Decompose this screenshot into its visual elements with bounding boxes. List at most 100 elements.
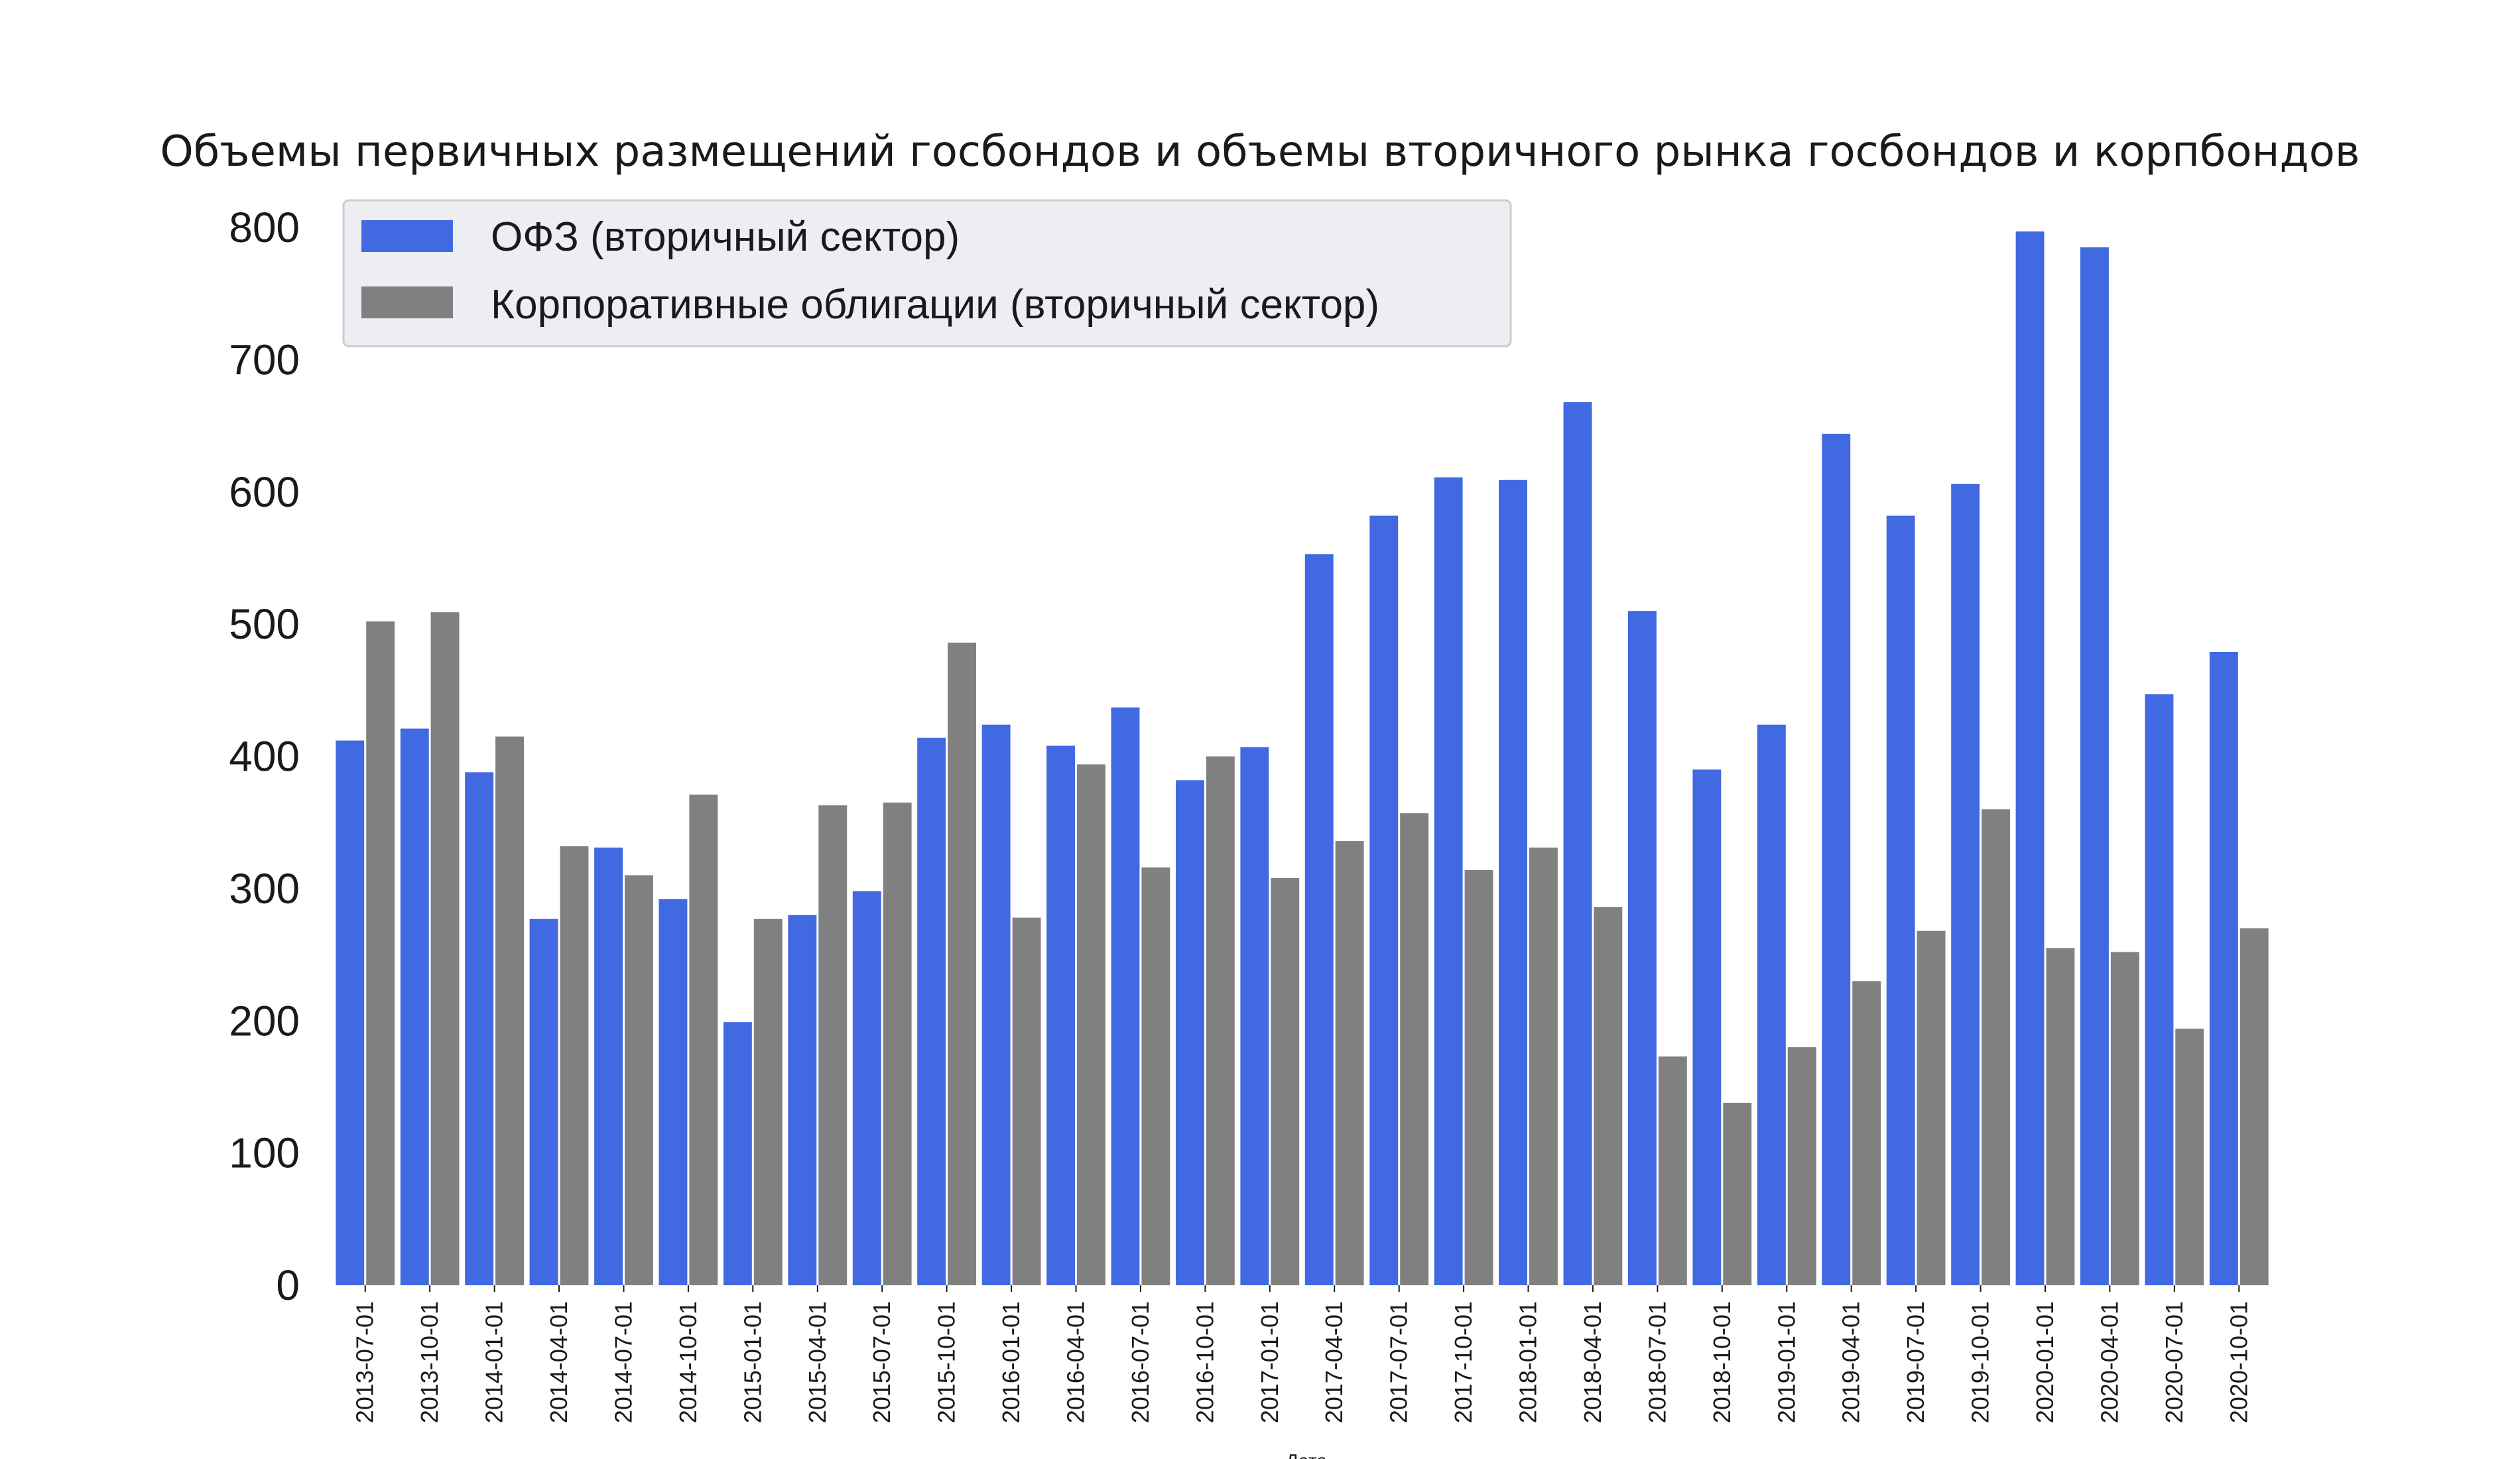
bar-ofz-2016-04-01: [1046, 745, 1075, 1285]
bar-ofz-2020-10-01: [2209, 652, 2238, 1285]
x-tick-label-2020-10-01: 2020-10-01: [2225, 1301, 2252, 1423]
bar-ofz-2017-07-01: [1369, 515, 1399, 1285]
y-tick-label-100: 100: [229, 1129, 300, 1177]
bar-corporate-2013-07-01: [366, 621, 395, 1285]
legend-box: [342, 199, 1512, 348]
bar-corporate-2019-01-01: [1787, 1047, 1816, 1285]
bar-corporate-2014-01-01: [495, 736, 524, 1285]
bar-ofz-2020-01-01: [2015, 231, 2045, 1285]
x-tick-label-2013-10-01: 2013-10-01: [416, 1301, 443, 1423]
bar-corporate-2017-01-01: [1271, 877, 1300, 1285]
chart-title: Объемы первичных размещений госбондов и …: [160, 127, 2360, 176]
bar-ofz-2015-07-01: [852, 891, 881, 1285]
x-tick-label-2014-07-01: 2014-07-01: [610, 1301, 637, 1423]
x-tick-label-2016-04-01: 2016-04-01: [1062, 1301, 1090, 1423]
bar-corporate-2017-07-01: [1400, 813, 1429, 1285]
x-tick-label-2015-10-01: 2015-10-01: [933, 1301, 960, 1423]
x-tick-label-2016-07-01: 2016-07-01: [1127, 1301, 1154, 1423]
bar-corporate-2015-10-01: [948, 643, 976, 1285]
x-axis-label: Дата: [1286, 1450, 1327, 1459]
x-tick-label-2019-01-01: 2019-01-01: [1773, 1301, 1800, 1423]
bar-ofz-2013-10-01: [400, 728, 429, 1285]
bar-ofz-2018-10-01: [1692, 769, 1722, 1285]
bar-ofz-2017-01-01: [1240, 747, 1269, 1285]
bar-corporate-2014-10-01: [689, 794, 718, 1285]
bar-corporate-2020-07-01: [2175, 1029, 2204, 1285]
bar-corporate-2018-07-01: [1658, 1056, 1687, 1285]
bar-corporate-2016-07-01: [1141, 867, 1170, 1285]
bar-corporate-2017-04-01: [1335, 841, 1364, 1285]
x-tick-label-2013-07-01: 2013-07-01: [351, 1301, 379, 1423]
bar-ofz-2013-07-01: [336, 740, 365, 1285]
y-tick-label-0: 0: [276, 1261, 300, 1309]
legend-label-ofz: ОФЗ (вторичный сектор): [491, 214, 960, 260]
y-tick-label-200: 200: [229, 997, 300, 1045]
bar-ofz-2020-04-01: [2080, 247, 2109, 1285]
x-tick-label-2017-07-01: 2017-07-01: [1385, 1301, 1413, 1423]
x-tick-label-2017-04-01: 2017-04-01: [1320, 1301, 1348, 1423]
y-tick-label-400: 400: [229, 733, 300, 781]
bar-corporate-2017-10-01: [1464, 870, 1493, 1285]
bar-ofz-2016-10-01: [1176, 780, 1204, 1285]
bar-ofz-2019-07-01: [1886, 515, 1915, 1285]
x-tick-label-2014-04-01: 2014-04-01: [545, 1301, 572, 1423]
y-axis-ticks: 0 100 200 300 400 500 600 700 800: [229, 204, 300, 1309]
bar-ofz-2018-01-01: [1499, 479, 1527, 1285]
bar-corporate-2016-10-01: [1206, 756, 1235, 1285]
bar-ofz-2014-07-01: [594, 848, 623, 1285]
bar-ofz-2015-04-01: [788, 915, 817, 1286]
legend: ОФЗ (вторичный сектор) Корпоративные обл…: [342, 199, 1512, 348]
bar-corporate-2019-07-01: [1917, 930, 1946, 1285]
bar-corporate-2018-04-01: [1594, 907, 1623, 1285]
bar-ofz-2014-04-01: [529, 919, 558, 1285]
bar-ofz-2016-01-01: [981, 724, 1011, 1285]
x-tick-label-2015-04-01: 2015-04-01: [804, 1301, 831, 1423]
x-tick-label-2017-10-01: 2017-10-01: [1450, 1301, 1477, 1423]
bar-corporate-2020-01-01: [2046, 948, 2075, 1285]
legend-label-corporate: Корпоративные облигации (вторичный секто…: [491, 282, 1379, 328]
x-tick-label-2016-10-01: 2016-10-01: [1191, 1301, 1218, 1423]
bar-ofz-2017-10-01: [1434, 477, 1463, 1285]
bar-corporate-2019-04-01: [1852, 981, 1881, 1285]
bar-ofz-2014-01-01: [465, 772, 494, 1285]
bar-ofz-2020-07-01: [2145, 694, 2174, 1285]
x-tick-label-2018-07-01: 2018-07-01: [1643, 1301, 1670, 1423]
bar-ofz-2015-10-01: [917, 737, 946, 1285]
bar-corporate-2015-07-01: [883, 802, 912, 1285]
bar-corporate-2013-10-01: [430, 612, 460, 1285]
bar-ofz-2018-07-01: [1628, 611, 1657, 1285]
legend-swatch-corporate: [361, 286, 453, 318]
x-tick-label-2018-01-01: 2018-01-01: [1515, 1301, 1542, 1423]
bar-corporate-2015-01-01: [753, 919, 783, 1285]
bar-ofz-2019-04-01: [1822, 434, 1851, 1285]
bar-corporate-2015-04-01: [818, 805, 848, 1285]
bar-corporate-2016-04-01: [1077, 764, 1105, 1285]
bars-group: [336, 231, 2269, 1286]
x-tick-label-2019-07-01: 2019-07-01: [1902, 1301, 1929, 1423]
y-tick-label-500: 500: [229, 600, 300, 648]
y-tick-label-800: 800: [229, 204, 300, 251]
bar-ofz-2018-04-01: [1563, 402, 1592, 1286]
x-tick-label-2019-10-01: 2019-10-01: [1967, 1301, 1994, 1423]
x-tick-label-2016-01-01: 2016-01-01: [997, 1301, 1025, 1423]
bar-ofz-2014-10-01: [659, 899, 688, 1285]
x-tick-label-2014-01-01: 2014-01-01: [481, 1301, 508, 1423]
bar-corporate-2016-01-01: [1012, 917, 1041, 1285]
x-tick-label-2015-01-01: 2015-01-01: [739, 1301, 766, 1423]
y-tick-label-300: 300: [229, 865, 300, 913]
bar-corporate-2014-04-01: [560, 846, 589, 1285]
x-tick-label-2020-04-01: 2020-04-01: [2096, 1301, 2123, 1423]
x-tick-label-2018-10-01: 2018-10-01: [1708, 1301, 1735, 1423]
x-tick-label-2019-04-01: 2019-04-01: [1838, 1301, 1865, 1423]
bar-corporate-2019-10-01: [1982, 809, 2010, 1286]
legend-swatch-ofz: [361, 220, 453, 252]
bar-ofz-2017-04-01: [1304, 554, 1334, 1285]
bar-corporate-2018-10-01: [1723, 1102, 1752, 1285]
x-axis-ticks: 2013-07-01 2013-10-01 2014-01-01 2014-04-01…: [351, 1285, 2252, 1423]
x-tick-label-2018-04-01: 2018-04-01: [1579, 1301, 1606, 1423]
bar-ofz-2015-01-01: [723, 1022, 752, 1285]
x-tick-label-2020-01-01: 2020-01-01: [2031, 1301, 2058, 1423]
bar-corporate-2018-01-01: [1529, 848, 1558, 1285]
x-tick-label-2014-10-01: 2014-10-01: [674, 1301, 702, 1423]
